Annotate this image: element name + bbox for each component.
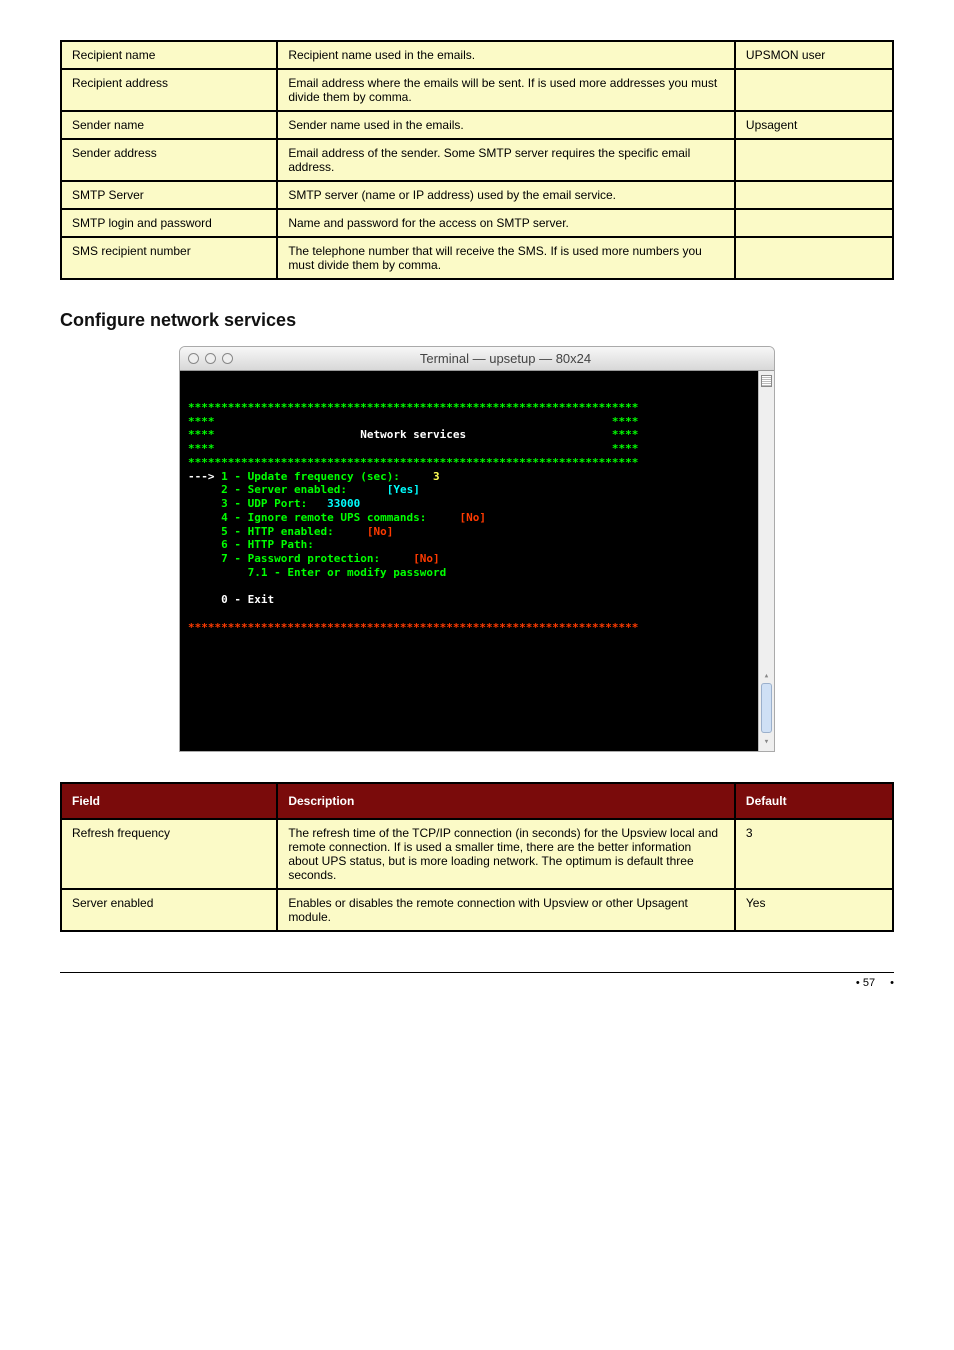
cell-field: Refresh frequency bbox=[61, 819, 277, 889]
table-row: SMS recipient numberThe telephone number… bbox=[61, 237, 893, 279]
table-row: Recipient addressEmail address where the… bbox=[61, 69, 893, 111]
table-row: Sender nameSender name used in the email… bbox=[61, 111, 893, 139]
table-header-row: Field Description Default bbox=[61, 783, 893, 819]
cell-field: Server enabled bbox=[61, 889, 277, 931]
scroll-down-icon: ▾ bbox=[761, 737, 772, 747]
cell-field: Sender name bbox=[61, 111, 277, 139]
zoom-icon bbox=[222, 353, 233, 364]
table-row: Server enabledEnables or disables the re… bbox=[61, 889, 893, 931]
cell-desc: The refresh time of the TCP/IP connectio… bbox=[277, 819, 735, 889]
cell-desc: Email address where the emails will be s… bbox=[277, 69, 735, 111]
window-controls bbox=[188, 353, 233, 364]
cell-desc: Recipient name used in the emails. bbox=[277, 41, 735, 69]
cell-field: Recipient address bbox=[61, 69, 277, 111]
close-icon bbox=[188, 353, 199, 364]
table-row: Refresh frequencyThe refresh time of the… bbox=[61, 819, 893, 889]
terminal-titlebar: Terminal — upsetup — 80x24 bbox=[180, 347, 774, 371]
footer-bullet: • bbox=[890, 977, 894, 989]
table-row: SMTP ServerSMTP server (name or IP addre… bbox=[61, 181, 893, 209]
document-icon bbox=[761, 375, 772, 387]
table-row: SMTP login and passwordName and password… bbox=[61, 209, 893, 237]
cell-def bbox=[735, 181, 893, 209]
cell-def: Upsagent bbox=[735, 111, 893, 139]
section-heading: Configure network services bbox=[60, 310, 894, 331]
table-row: Sender addressEmail address of the sende… bbox=[61, 139, 893, 181]
cell-field: SMTP Server bbox=[61, 181, 277, 209]
cell-def: UPSMON user bbox=[735, 41, 893, 69]
page-number: 57 bbox=[863, 977, 875, 989]
footer-bullet: • bbox=[856, 977, 860, 989]
cell-def bbox=[735, 237, 893, 279]
terminal-scrollbar[interactable]: ▴ ▾ bbox=[758, 371, 774, 751]
page-footer: • 57 • bbox=[60, 972, 894, 989]
terminal-window: Terminal — upsetup — 80x24 *************… bbox=[179, 346, 775, 752]
col-field: Field bbox=[61, 783, 277, 819]
scroll-thumb[interactable] bbox=[761, 683, 772, 733]
minimize-icon bbox=[205, 353, 216, 364]
cell-desc: Email address of the sender. Some SMTP s… bbox=[277, 139, 735, 181]
col-description: Description bbox=[277, 783, 735, 819]
cell-field: Sender address bbox=[61, 139, 277, 181]
col-default: Default bbox=[735, 783, 893, 819]
cell-def bbox=[735, 209, 893, 237]
cell-field: SMTP login and password bbox=[61, 209, 277, 237]
cell-field: SMS recipient number bbox=[61, 237, 277, 279]
cell-desc: The telephone number that will receive t… bbox=[277, 237, 735, 279]
cell-desc: Name and password for the access on SMTP… bbox=[277, 209, 735, 237]
cell-field: Recipient name bbox=[61, 41, 277, 69]
cell-def: Yes bbox=[735, 889, 893, 931]
cell-desc: SMTP server (name or IP address) used by… bbox=[277, 181, 735, 209]
cell-def bbox=[735, 139, 893, 181]
cell-def bbox=[735, 69, 893, 111]
scroll-up-icon: ▴ bbox=[761, 671, 772, 681]
cell-def: 3 bbox=[735, 819, 893, 889]
field-description-table-1: Recipient nameRecipient name used in the… bbox=[60, 40, 894, 280]
cell-desc: Enables or disables the remote connectio… bbox=[277, 889, 735, 931]
table-row: Recipient nameRecipient name used in the… bbox=[61, 41, 893, 69]
terminal-body: ****************************************… bbox=[180, 371, 758, 751]
cell-desc: Sender name used in the emails. bbox=[277, 111, 735, 139]
field-description-table-2: Field Description Default Refresh freque… bbox=[60, 782, 894, 932]
terminal-title: Terminal — upsetup — 80x24 bbox=[245, 351, 766, 366]
